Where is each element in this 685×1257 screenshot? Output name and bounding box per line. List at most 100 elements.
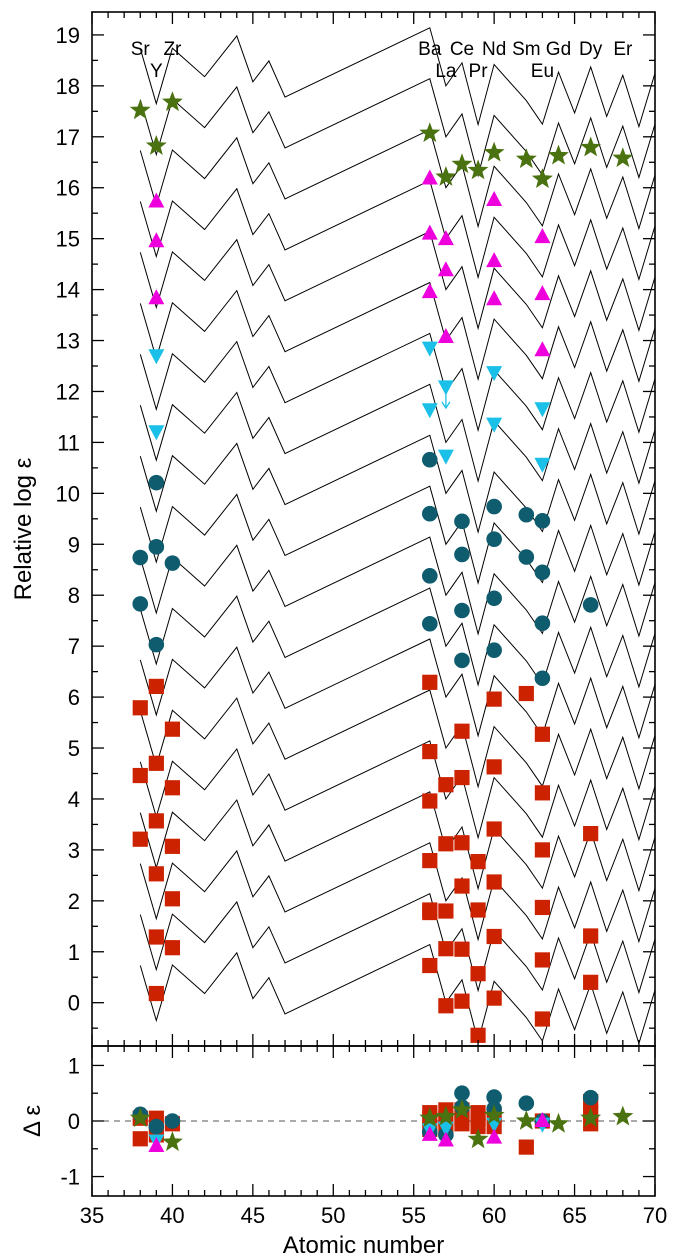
squares-marker xyxy=(583,974,599,990)
pattern-curve xyxy=(139,434,655,536)
squares-marker xyxy=(454,769,470,786)
squares-marker xyxy=(534,952,550,968)
element-label: Dy xyxy=(579,39,603,60)
triangles-up-marker xyxy=(534,285,551,301)
squares-marker xyxy=(148,755,164,771)
y-tick-label: 12 xyxy=(56,379,80,404)
x-tick-label: 50 xyxy=(321,1203,345,1228)
x-tick-label: 35 xyxy=(80,1203,104,1228)
triangles-up-marker xyxy=(534,341,551,357)
element-label: Gd xyxy=(546,39,571,60)
squares-marker xyxy=(422,852,438,869)
squares-marker xyxy=(583,928,599,944)
pattern-curve xyxy=(139,536,655,638)
squares-marker xyxy=(164,721,181,737)
circles-marker xyxy=(454,546,470,563)
triangles-up-marker xyxy=(148,232,165,248)
squares-marker xyxy=(470,966,486,982)
triangles-down-marker xyxy=(534,402,551,418)
squares-marker xyxy=(486,759,502,775)
circles-marker xyxy=(164,555,181,571)
circles-marker xyxy=(454,652,470,669)
y-tick-label: 10 xyxy=(56,481,80,506)
squares-marker xyxy=(148,985,164,1002)
y-tick-label: 11 xyxy=(57,430,80,455)
stars-marker xyxy=(451,153,473,174)
stars-residual-marker xyxy=(435,1105,457,1126)
pattern-curve xyxy=(139,842,655,944)
squares-marker xyxy=(534,785,550,801)
circles-marker xyxy=(534,564,551,581)
squares-marker xyxy=(486,928,502,945)
circles-residual-marker xyxy=(164,1113,181,1129)
element-label: Y xyxy=(150,61,163,82)
triangles-down-marker xyxy=(486,366,503,382)
circles-marker xyxy=(582,597,599,613)
y-tick-label: 3 xyxy=(68,838,80,863)
circles-marker xyxy=(518,549,535,565)
circles-marker xyxy=(534,513,551,529)
y-tick-label: 18 xyxy=(56,74,80,99)
triangles-up-marker xyxy=(421,283,438,299)
stars-marker xyxy=(129,99,151,120)
bottom-panel: -1 0 1 35 40 45 50 55 60 65 70 Atomic number Δ ε xyxy=(19,1045,667,1257)
squares-marker xyxy=(470,902,486,918)
circles-marker xyxy=(486,498,502,515)
pattern-curve xyxy=(139,128,655,231)
triangles-up-marker xyxy=(437,261,454,277)
stars-marker xyxy=(162,91,183,112)
triangles-up-residual-marker xyxy=(148,1137,165,1152)
triangles-down-marker xyxy=(486,417,503,433)
stars-residual-marker xyxy=(451,1098,473,1119)
x-tick-label: 55 xyxy=(401,1203,425,1228)
stars-residual-marker xyxy=(467,1128,489,1149)
squares-marker xyxy=(486,821,502,837)
stars-residual-marker xyxy=(612,1105,634,1126)
pattern-curve xyxy=(139,77,655,180)
squares-marker xyxy=(422,957,438,974)
y-tick-label: 0 xyxy=(68,991,80,1016)
x-axis-label: Atomic number xyxy=(283,1232,444,1257)
triangles-up-marker xyxy=(437,230,454,246)
pattern-curve xyxy=(139,892,655,995)
element-label: Sr xyxy=(131,39,151,60)
pattern-curve xyxy=(139,740,655,842)
stars-residual-marker xyxy=(129,1107,151,1128)
circles-marker xyxy=(486,531,502,547)
y-axis-label: Δ ε xyxy=(19,1105,46,1137)
squares-marker xyxy=(164,940,181,956)
element-label: La xyxy=(435,61,457,82)
triangles-up-marker xyxy=(148,289,165,305)
circles-marker xyxy=(148,474,165,491)
y-tick-label: 14 xyxy=(56,278,80,303)
stars-marker xyxy=(515,148,537,169)
upper-limit-marker xyxy=(441,384,451,410)
circles-marker xyxy=(132,596,149,612)
triangles-down-marker xyxy=(437,449,454,465)
stars-residual-marker xyxy=(548,1112,569,1133)
triangles-up-marker xyxy=(486,252,503,268)
triangles-up-residual-marker xyxy=(486,1128,503,1144)
triangles-up-residual-marker xyxy=(534,1112,551,1127)
squares-marker xyxy=(438,903,454,919)
circles-marker xyxy=(422,505,438,522)
pattern-curve xyxy=(139,383,655,485)
stars-residual-marker xyxy=(483,1104,505,1125)
circles-residual-marker xyxy=(148,1118,165,1135)
squares-marker xyxy=(534,842,550,858)
squares-marker xyxy=(486,990,502,1006)
triangles-up-residual-marker xyxy=(437,1131,454,1147)
squares-marker xyxy=(148,929,164,945)
squares-marker xyxy=(148,866,164,882)
y-tick-label: 0 xyxy=(68,1109,80,1134)
circles-marker xyxy=(454,513,470,530)
triangles-up-marker xyxy=(437,327,454,343)
y-tick-label: 19 xyxy=(56,23,80,48)
stars-marker xyxy=(145,135,167,155)
upper-limit-arrow-head xyxy=(441,401,451,410)
circles-marker xyxy=(518,506,535,523)
pattern-curve xyxy=(139,485,655,587)
squares-marker xyxy=(534,1011,550,1027)
squares-marker xyxy=(148,678,164,694)
